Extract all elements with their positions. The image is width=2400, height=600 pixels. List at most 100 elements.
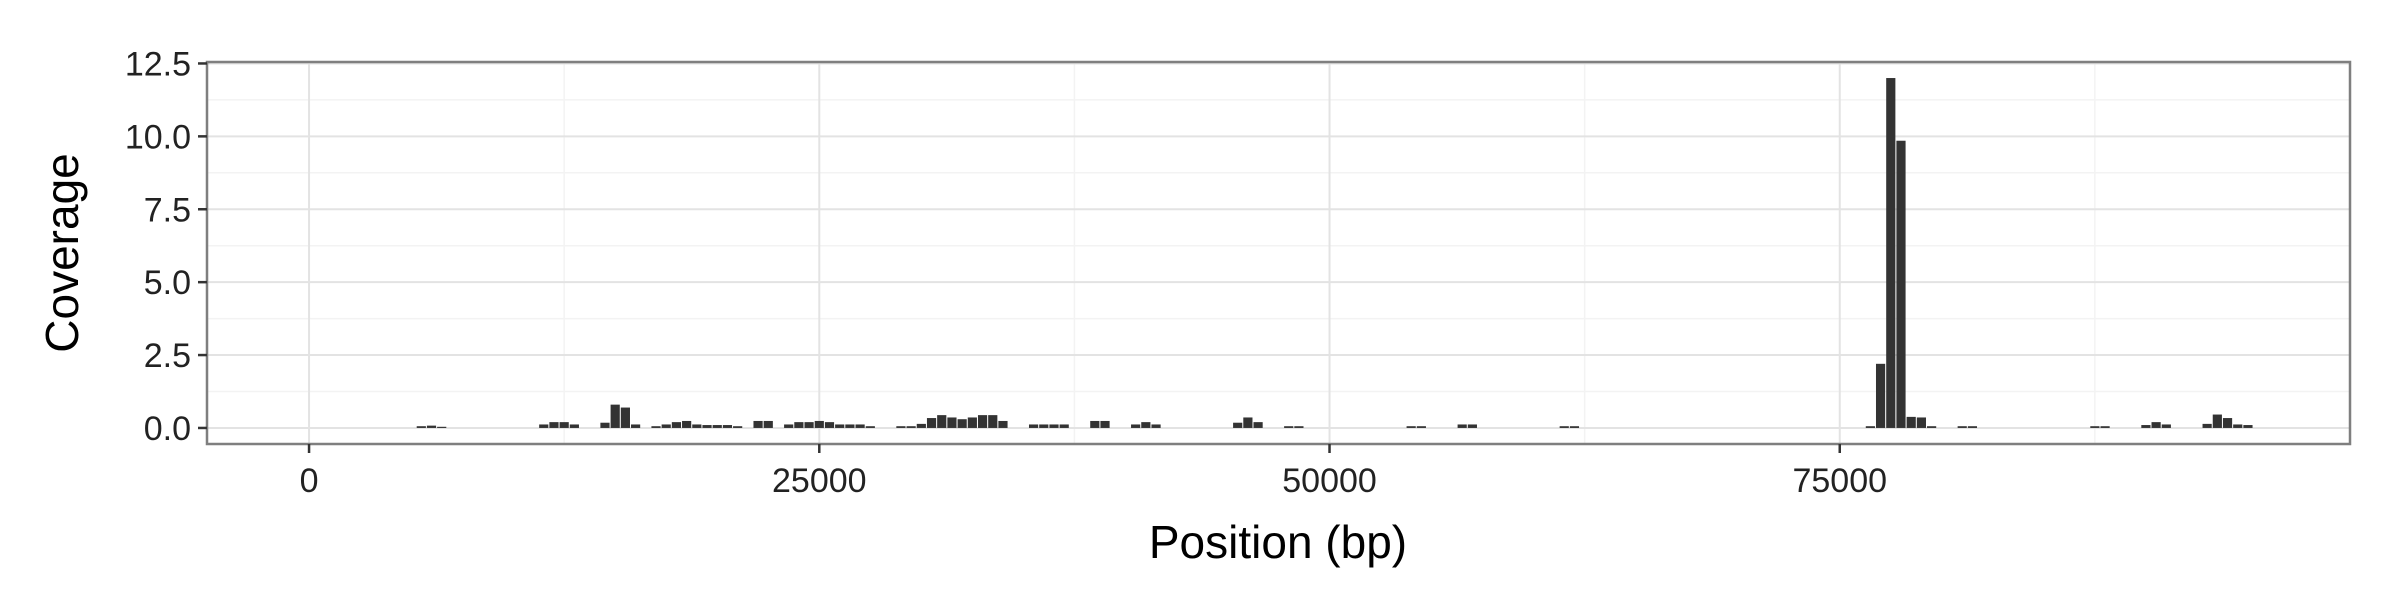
bar xyxy=(416,426,426,428)
bar xyxy=(977,415,988,428)
bar xyxy=(1243,417,1253,428)
bar xyxy=(2212,414,2222,428)
bar xyxy=(1927,426,1937,428)
bar xyxy=(957,419,967,428)
bar xyxy=(1233,422,1243,428)
bar xyxy=(1875,363,1886,428)
bar xyxy=(671,422,682,428)
bar xyxy=(835,424,845,428)
bar xyxy=(916,423,926,428)
bar xyxy=(784,424,794,428)
bar xyxy=(1294,426,1304,428)
bar xyxy=(804,422,814,428)
bar xyxy=(845,424,855,428)
bar xyxy=(753,420,763,428)
bar xyxy=(539,424,549,428)
bar xyxy=(1457,424,1467,428)
bar xyxy=(855,424,865,428)
bar xyxy=(600,422,610,428)
bar xyxy=(1916,417,1926,428)
bar xyxy=(1906,416,1916,428)
bar xyxy=(865,426,875,428)
plot-border xyxy=(205,60,2352,446)
bar xyxy=(1886,78,1896,428)
bar xyxy=(1100,420,1110,428)
bar xyxy=(1141,422,1151,428)
bar xyxy=(661,424,671,428)
bar xyxy=(733,426,743,428)
bar xyxy=(631,424,641,428)
bar xyxy=(2202,423,2212,428)
grid-lines xyxy=(207,62,2350,444)
y-tick-label: 5.0 xyxy=(144,264,191,302)
x-axis: 0 25000 50000 75000 xyxy=(300,444,1887,500)
bar xyxy=(763,420,773,428)
bar xyxy=(1151,424,1161,428)
bar xyxy=(947,417,957,428)
bar xyxy=(569,424,579,428)
bar xyxy=(1131,424,1141,428)
x-tick-label: 25000 xyxy=(772,462,867,500)
bar xyxy=(1090,420,1100,428)
y-tick-label: 12.5 xyxy=(125,45,191,83)
y-axis-title: Coverage xyxy=(36,153,88,352)
bar xyxy=(1865,426,1875,428)
bar xyxy=(1253,422,1263,428)
x-tick-label: 75000 xyxy=(1792,462,1887,500)
bar xyxy=(937,415,947,428)
bar xyxy=(712,425,722,428)
bar xyxy=(2141,425,2151,428)
y-tick-label: 0.0 xyxy=(144,410,191,448)
bar xyxy=(794,422,804,428)
bar xyxy=(682,420,692,428)
bar xyxy=(2243,425,2253,428)
bar xyxy=(426,425,437,428)
bar xyxy=(988,415,998,428)
bar xyxy=(1284,426,1294,428)
bar xyxy=(2151,422,2161,428)
bar xyxy=(549,422,559,428)
bar xyxy=(2233,424,2243,428)
bar xyxy=(1467,424,1477,428)
bar xyxy=(1028,424,1039,428)
bar xyxy=(2100,426,2110,428)
bar xyxy=(814,420,824,428)
bar xyxy=(651,426,661,428)
plot-background xyxy=(207,62,2350,444)
x-axis-title: Position (bp) xyxy=(1149,516,1407,568)
bar xyxy=(967,417,977,428)
bar xyxy=(926,418,937,428)
bar xyxy=(2090,426,2100,428)
bars xyxy=(416,78,2253,428)
bar xyxy=(906,426,916,428)
bar xyxy=(1406,426,1416,428)
bar xyxy=(2161,424,2171,428)
bar xyxy=(1967,426,1978,428)
bar xyxy=(998,420,1008,428)
bar xyxy=(620,407,630,428)
y-tick-label: 7.5 xyxy=(144,191,191,229)
bar xyxy=(722,425,733,428)
bar xyxy=(559,422,569,428)
bar xyxy=(824,422,835,428)
y-tick-label: 2.5 xyxy=(144,337,191,375)
bar xyxy=(610,404,620,428)
bar xyxy=(702,425,712,428)
bar xyxy=(896,426,906,428)
bar xyxy=(1896,140,1906,428)
bar xyxy=(1049,424,1059,428)
y-tick-label: 10.0 xyxy=(125,118,191,156)
bar xyxy=(1039,424,1049,428)
bar xyxy=(2222,418,2233,428)
bar xyxy=(1559,426,1569,428)
bar xyxy=(1416,426,1426,428)
bar xyxy=(437,426,447,428)
x-tick-label: 0 xyxy=(300,462,319,500)
y-axis: 0.0 2.5 5.0 7.5 10.0 12.5 xyxy=(125,45,207,448)
bar xyxy=(692,424,702,428)
bar xyxy=(1059,424,1069,428)
bar xyxy=(1569,426,1580,428)
bar xyxy=(1957,426,1967,428)
x-tick-label: 50000 xyxy=(1282,462,1377,500)
